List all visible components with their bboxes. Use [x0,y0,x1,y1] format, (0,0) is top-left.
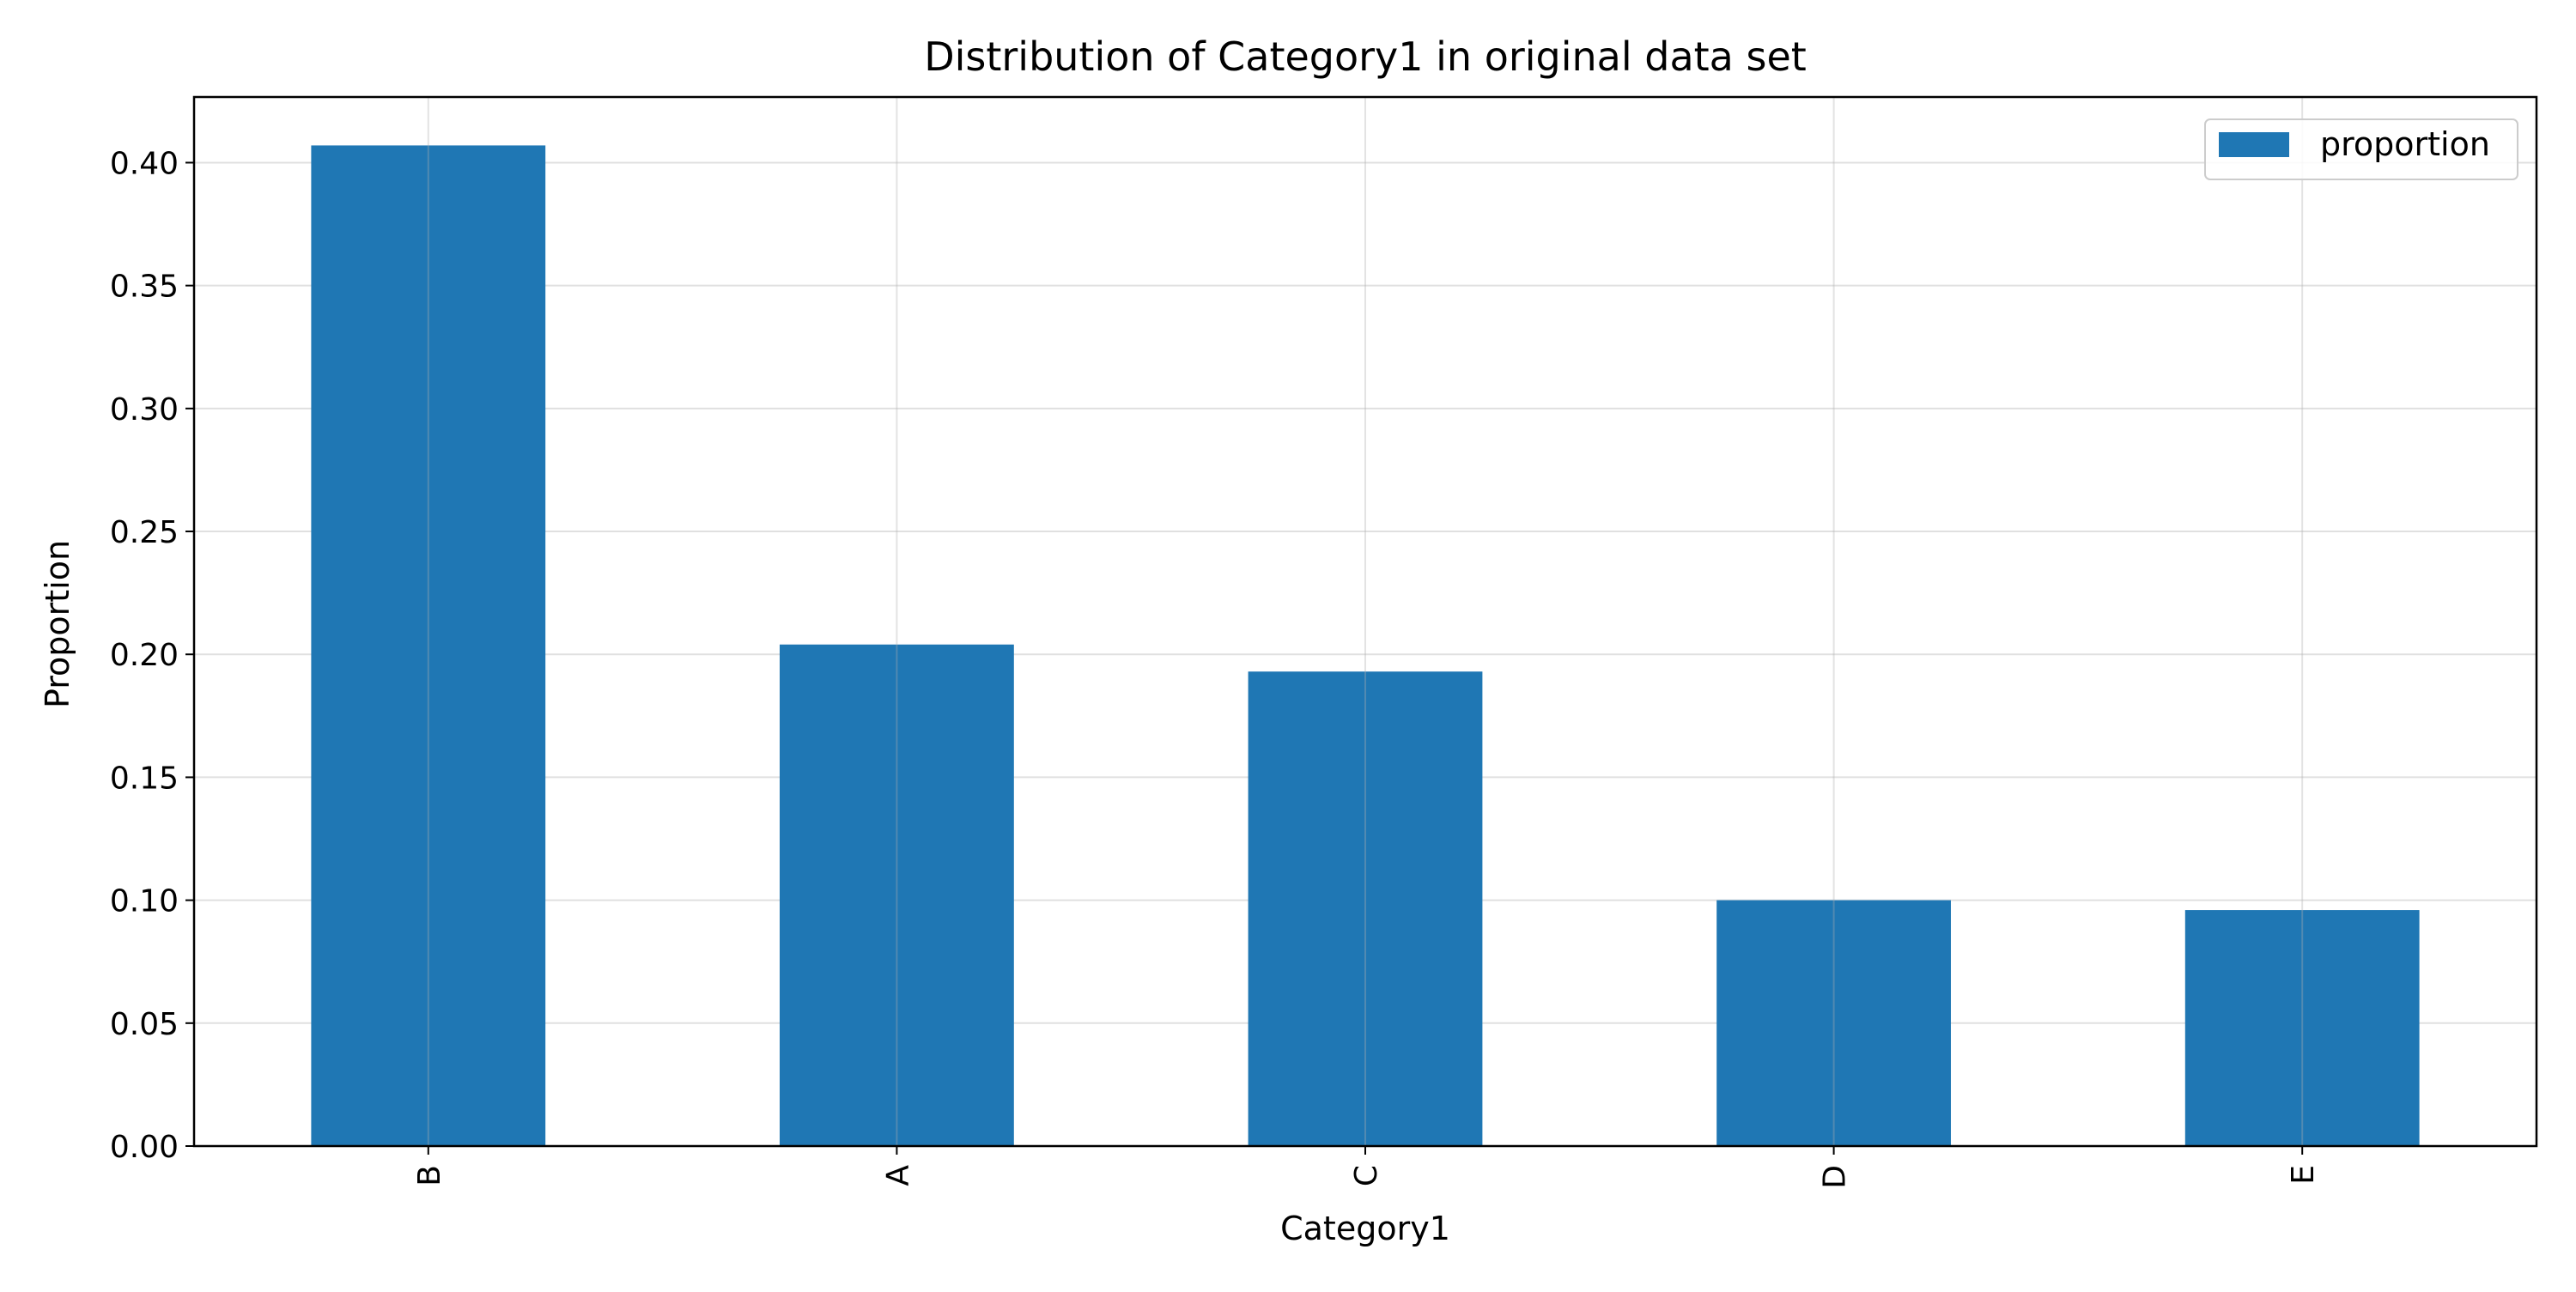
y-tick-label: 0.35 [110,270,179,305]
grid-lines [194,161,2537,1147]
y-tick-label: 0.20 [110,638,179,673]
bar-e [2184,910,2420,1146]
y-tick-label: 0.10 [110,884,179,919]
x-tick-label: B [412,1165,447,1186]
legend-label: proportion [2320,125,2490,163]
x-tick-label: D [1818,1165,1853,1189]
legend-swatch [2219,132,2289,157]
x-axis-label: Category1 [1280,1210,1450,1247]
bar-a [780,644,1014,1146]
bar-b [311,145,546,1147]
vertical-grid-lines [427,97,2304,1146]
y-tick-label: 0.15 [110,761,179,796]
y-axis-label: Proportion [39,540,76,708]
y-tick-label: 0.25 [110,515,179,550]
y-tick-label: 0.00 [110,1130,179,1165]
bar-c [1248,671,1483,1146]
x-tick-label: E [2286,1165,2321,1185]
y-tick-label: 0.30 [110,392,179,428]
legend: proportion [2204,118,2518,180]
chart-title: Distribution of Category1 in original da… [924,33,1807,80]
x-tick-label: C [1349,1165,1384,1186]
bars [311,145,2420,1147]
y-tick-label: 0.05 [110,1007,179,1042]
x-tick-label: A [880,1165,915,1186]
y-axis: 0.00 0.05 0.10 0.15 0.20 0.25 0.30 0.35 0.40 [110,146,194,1165]
bar-d [1716,900,1951,1146]
y-tick-label: 0.40 [110,146,179,181]
